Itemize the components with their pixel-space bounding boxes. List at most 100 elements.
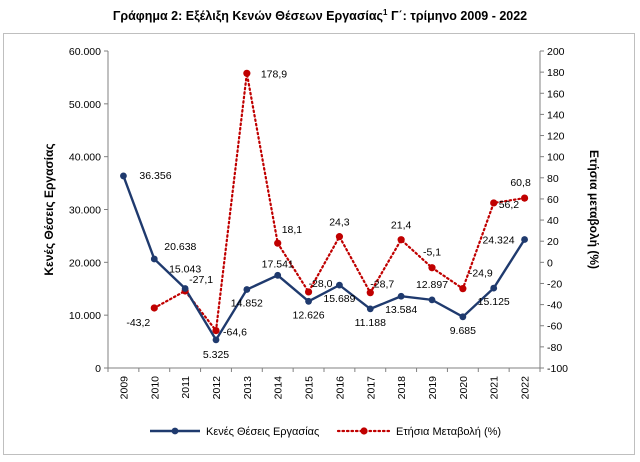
annual-change-data-label: 178,9 xyxy=(261,68,287,80)
annual-change-point xyxy=(366,289,374,297)
annual-change-data-label: -43,2 xyxy=(126,317,150,329)
x-tick-label: 2013 xyxy=(242,376,254,400)
vacancies-point xyxy=(120,172,127,180)
annual-change-data-label: 60,8 xyxy=(510,177,531,189)
annual-change-line xyxy=(153,73,526,334)
annual-change-data-label: -5,1 xyxy=(423,247,441,259)
vacancies-point xyxy=(397,292,405,300)
right-y-tick-label: 20 xyxy=(547,236,559,248)
vacancies-data-label: 36.356 xyxy=(139,170,171,182)
vacancies-point xyxy=(243,286,251,293)
annual-change-data-label: 56,2 xyxy=(499,199,520,211)
annual-change-data-label: 21,4 xyxy=(391,220,412,232)
right-y-tick-label: 200 xyxy=(547,46,565,58)
right-y-tick-label: 180 xyxy=(547,67,565,79)
vacancies-point xyxy=(336,281,343,289)
vacancies-point xyxy=(305,297,312,305)
x-tick-label: 2014 xyxy=(273,376,285,400)
x-tick-label: 2019 xyxy=(427,376,439,400)
legend-vacancies-label: Κενές Θέσεις Εργασίας xyxy=(206,426,319,438)
left-y-tick-label: 60.000 xyxy=(69,46,101,58)
annual-change-data-label: -24,9 xyxy=(469,268,493,280)
x-tick-label: 2021 xyxy=(489,376,501,400)
annual-change-point xyxy=(274,239,282,247)
vacancies-data-label: 12.897 xyxy=(416,279,448,291)
left-y-tick-label: 50.000 xyxy=(69,99,101,111)
annual-change-data-label: 24,3 xyxy=(329,217,350,229)
vacancies-data-label: 14.852 xyxy=(231,298,263,310)
right-y-tick-label: 80 xyxy=(547,173,559,185)
left-y-tick-label: 40.000 xyxy=(69,152,101,164)
vacancies-data-label: 15.125 xyxy=(478,296,510,308)
left-y-tick-label: 10.000 xyxy=(69,310,101,322)
x-tick-label: 2016 xyxy=(334,376,346,400)
annual-change-point xyxy=(243,69,251,77)
right-y-tick-label: 120 xyxy=(547,131,565,143)
vacancies-point xyxy=(212,336,220,344)
x-tick-label: 2009 xyxy=(118,376,130,400)
vacancies-point xyxy=(181,285,189,292)
right-y-tick-label: -60 xyxy=(547,321,562,333)
vacancies-data-label: 24.324 xyxy=(482,234,514,246)
right-y-tick-label: -40 xyxy=(547,300,562,312)
vacancies-data-label: 9.685 xyxy=(450,325,476,337)
chart-title: Γράφημα 2: Εξέλιξη Κενών Θέσεων Εργασίας… xyxy=(0,8,640,23)
right-y-tick-label: -20 xyxy=(547,278,562,290)
annual-change-data-label: -28,7 xyxy=(370,279,394,291)
annual-change-point xyxy=(428,264,436,272)
vacancies-point xyxy=(150,255,158,263)
annual-change-data-label: -27,1 xyxy=(189,274,213,286)
annual-change-point xyxy=(335,233,344,241)
left-y-tick-label: 20.000 xyxy=(69,257,101,269)
right-y-tick-label: 0 xyxy=(547,257,553,269)
vacancies-data-label: 20.638 xyxy=(164,241,196,253)
chart-title-period: Γ΄: τρίμηνο 2009 - 2022 xyxy=(387,9,528,24)
annual-change-data-label: -28,0 xyxy=(309,278,333,290)
right-y-tick-label: -100 xyxy=(547,363,568,375)
vacancies-point xyxy=(366,305,374,313)
vacancies-line xyxy=(122,175,526,343)
chart-title-main: Γράφημα 2: Εξέλιξη Κενών Θέσεων Εργασίας xyxy=(112,9,384,24)
vacancies-point xyxy=(274,271,282,279)
annual-change-data-label: -64,6 xyxy=(223,327,247,339)
annual-change-point xyxy=(304,288,313,296)
annual-change-point xyxy=(212,326,220,335)
annual-change-point xyxy=(397,236,405,244)
vacancies-data-label: 11.188 xyxy=(355,317,386,329)
vacancies-point xyxy=(490,284,498,292)
vacancies-data-label: 15.689 xyxy=(323,293,355,305)
vacancies-data-label: 15.043 xyxy=(169,264,201,276)
vacancies-data-label: 17.541 xyxy=(262,258,294,270)
vacancies-point xyxy=(459,313,467,321)
left-axis-title: Κενές Θέσεις Εργασίας xyxy=(42,143,56,275)
right-y-tick-label: 160 xyxy=(547,88,565,100)
annual-change-data-label: 18,1 xyxy=(282,224,303,236)
x-tick-label: 2012 xyxy=(211,376,223,400)
right-axis-title: Ετήσια μεταβολή (%) xyxy=(587,150,601,269)
x-tick-label: 2010 xyxy=(149,376,161,400)
right-y-tick-label: 100 xyxy=(547,152,565,164)
annual-change-point xyxy=(490,199,498,207)
vacancies-data-label: 12.626 xyxy=(293,309,325,321)
vacancies-point xyxy=(428,296,436,304)
annual-change-point xyxy=(459,285,467,293)
x-tick-label: 2018 xyxy=(396,376,408,400)
vacancies-point xyxy=(521,236,528,243)
chart-title-footnote: 1 xyxy=(383,8,388,17)
x-tick-label: 2015 xyxy=(304,376,316,400)
legend-annual-change-swatch-marker xyxy=(360,427,368,435)
annual-change-point xyxy=(520,194,529,202)
vacancies-data-label: 5.325 xyxy=(203,349,229,361)
annual-change-point xyxy=(150,304,158,312)
chart-frame xyxy=(3,33,635,455)
right-y-tick-label: 140 xyxy=(547,109,565,121)
legend-vacancies-swatch-marker xyxy=(171,427,179,435)
left-y-tick-label: 0 xyxy=(95,363,101,375)
right-y-tick-label: -80 xyxy=(547,342,562,354)
legend-annual-change-label: Ετήσια Μεταβολή (%) xyxy=(396,426,501,438)
left-y-tick-label: 30.000 xyxy=(69,205,101,217)
x-tick-label: 2017 xyxy=(365,376,377,400)
vacancies-data-label: 13.584 xyxy=(385,304,417,316)
right-y-tick-label: 40 xyxy=(547,215,559,227)
